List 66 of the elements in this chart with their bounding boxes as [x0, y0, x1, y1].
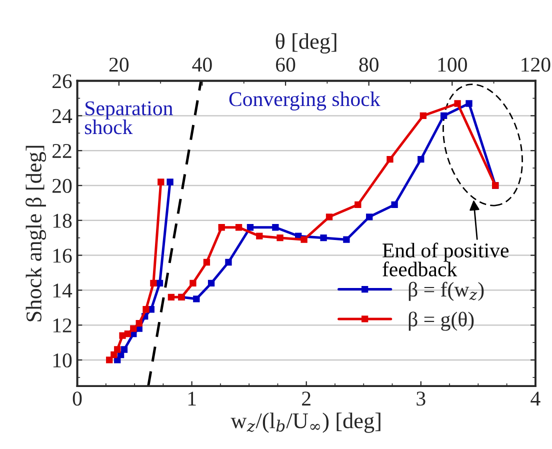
- point: [156, 280, 164, 287]
- point: [420, 112, 427, 120]
- y-tick-label: 24: [52, 109, 72, 123]
- point: [203, 258, 210, 266]
- annotation: Separation shock: [85, 101, 173, 134]
- point: [440, 112, 448, 120]
- point: [272, 224, 279, 231]
- x2-tick-label: 60: [276, 58, 296, 72]
- point: [130, 325, 137, 332]
- point: [190, 280, 196, 287]
- point: [193, 296, 200, 302]
- point: [225, 258, 232, 266]
- x-tick-label: 3: [416, 392, 426, 406]
- point: [120, 346, 128, 353]
- point: [158, 178, 164, 186]
- y-tick-label: 20: [52, 178, 72, 193]
- point: [114, 346, 121, 353]
- point: [300, 236, 308, 243]
- point: [136, 320, 142, 327]
- point: [168, 294, 175, 300]
- point: [391, 201, 398, 208]
- x2-tick-label: 80: [359, 58, 378, 72]
- annotation: End of positive feedback: [382, 242, 509, 276]
- y-tick-label: 16: [53, 248, 72, 263]
- point: [354, 201, 362, 208]
- legend-label: β = f(w$_{z}$): [408, 282, 484, 301]
- point: [366, 214, 373, 220]
- point: [142, 306, 150, 313]
- x2-tick-label: 20: [109, 58, 129, 72]
- point: [386, 156, 394, 163]
- point: [166, 178, 174, 186]
- x-tick-label: 4: [530, 392, 540, 406]
- point: [235, 224, 242, 231]
- x-tick-label: 2: [302, 392, 310, 406]
- x2-tick-label: 40: [192, 58, 212, 72]
- point: [246, 224, 254, 231]
- y-tick-label: 14: [53, 284, 72, 298]
- point: [454, 100, 461, 107]
- point: [150, 280, 157, 287]
- point: [106, 356, 113, 364]
- point: [256, 232, 263, 240]
- point: [208, 280, 215, 287]
- y-axis-title: Shock angle β [deg]: [26, 146, 46, 322]
- point: [466, 100, 472, 107]
- y-tick-label: 18: [53, 214, 72, 228]
- point: [110, 351, 118, 358]
- point: [343, 236, 350, 243]
- legend-label: β = g(θ): [408, 312, 474, 331]
- point: [326, 214, 333, 220]
- y-tick-label: 10: [53, 353, 72, 368]
- y-tick-label: 22: [52, 144, 72, 158]
- x2-tick-label: 120: [522, 58, 550, 72]
- point: [124, 330, 132, 338]
- x2-tick-label: 100: [438, 58, 467, 72]
- x2-axis-title: θ [deg]: [276, 33, 336, 54]
- point: [218, 224, 225, 231]
- point: [119, 332, 126, 339]
- y-tick-label: 26: [52, 74, 72, 88]
- x-axis-title: w$_{z}$/(l$_{b}$/U$_{∞}$) [deg]: [230, 412, 380, 433]
- annotation: Converging shock: [229, 92, 380, 110]
- point: [418, 156, 424, 163]
- x-tick-label: 1: [188, 392, 196, 406]
- point: [276, 234, 284, 242]
- y-tick-label: 12: [53, 318, 72, 332]
- x-tick-label: 0: [72, 392, 82, 406]
- point: [320, 234, 327, 242]
